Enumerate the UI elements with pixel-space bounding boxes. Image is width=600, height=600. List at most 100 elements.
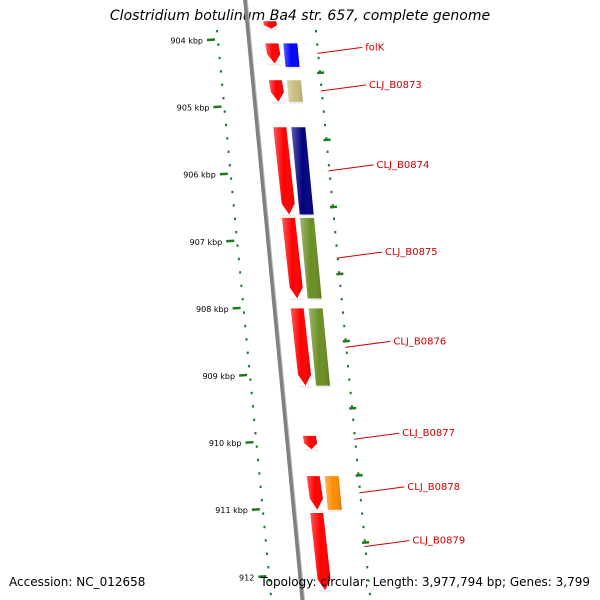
scale-dot [354,445,357,448]
scale-dot [259,485,262,488]
scale-tick [349,406,357,410]
scale-dot [363,539,366,542]
feature-shading [299,217,322,299]
scale-dot [348,378,351,381]
accession-label: Accession: NC_012658 [9,575,146,589]
scale-dot [239,271,242,274]
feature-shading [324,476,342,510]
gene-label: CLJ_B0876 [393,336,446,347]
scale-dot [366,566,369,569]
scale-dot [344,338,347,341]
scale-dot [349,391,352,395]
scale-dot [325,137,328,140]
scale-ticks: 904 kbp 905 kbp 906 kbp 907 kbp 908 kbp 909 k… [170,37,370,582]
scale-tick [355,473,363,477]
scale-dot [347,365,350,368]
feature-shadow [307,298,323,301]
scale-tick-label: 908 kbp [196,305,229,314]
scale-dot [330,190,333,194]
scale-dot [324,123,327,127]
scale-dot [332,217,335,220]
scale-tick [213,105,222,109]
feature-shadow [317,590,332,593]
feature-shading [302,435,318,450]
scale-dot [251,405,254,408]
feature-shading [308,308,331,386]
feature-shadow [316,385,332,388]
scale-tick-label: 909 kbp [202,372,235,381]
scale-dot [254,432,257,435]
scale-dot [231,190,234,194]
scale-dot [258,472,261,475]
scale-tick-label: 912 [239,573,254,582]
scale-dot [235,231,238,234]
scale-tick [245,440,254,444]
scale-tick [342,339,350,343]
scale-dot [263,525,266,529]
feature-shading [281,217,303,299]
scale-tick [361,540,370,544]
gene-label: CLJ_B0874 [377,160,430,171]
feature-shadow [270,101,285,104]
scale-tick-label: 904 kbp [170,37,203,46]
scale-dot [241,298,244,301]
scale-dot [343,324,346,328]
scale-dot [264,539,267,542]
scale-dot [260,499,263,502]
scale-dot [217,43,220,46]
scale-dot [338,271,341,274]
scale-dot [327,164,330,167]
scale-dot [257,458,260,462]
feature-shading [290,308,312,386]
scale-tick [329,205,338,209]
scale-tick [238,373,248,377]
feature-shadow [267,63,282,66]
scale-dot [353,432,356,435]
map-title: Clostridium botulinum Ba4 str. 657, comp… [109,8,491,24]
scale-dot [219,70,222,73]
scale-tick [232,306,241,310]
label-leader [345,340,391,348]
scale-dot [318,70,321,73]
scale-dot [316,43,319,46]
scale-dot [329,177,332,180]
scale-dot [365,552,368,555]
label-leader [354,432,400,440]
scale-tick [258,575,267,579]
feature-shadow [289,298,304,301]
feature-shading [291,127,314,215]
gene-label: CLJ_B0879 [412,536,465,547]
scale-dot [317,56,320,60]
scale-dot [244,324,247,328]
scale-dot [223,110,226,113]
feature-shading [273,127,295,215]
feature-shadow [285,66,301,69]
feature-shading [268,80,284,102]
scale-tick [323,138,331,142]
scale-dot [232,204,235,207]
scale-dot [227,150,230,153]
scale-dot [322,110,325,113]
scale-dot [266,552,269,555]
backbone-highlight [246,0,306,600]
scale-dot [233,217,236,220]
scale-tick [226,239,235,243]
scale-dot [240,284,243,287]
gene-features [263,21,343,593]
scale-dot [320,83,323,86]
scale-dot [361,512,364,515]
feature-shadow [263,28,278,31]
scale-dot [246,351,249,354]
scale-dot [249,378,252,381]
feature-shadow [281,214,296,217]
scale-dot [345,351,348,354]
feature-shading [310,513,331,591]
feature-shadow [309,509,324,512]
scale-dot [326,150,329,153]
scale-dot [222,97,225,100]
scale-tick-label: 911 kbp [215,506,248,515]
scale-dot [335,244,338,247]
scale-dot [245,338,248,341]
gene-labels: folK CLJ_B0873 CLJ_B0874 CLJ_B0875 CLJ_B0876… [317,42,465,548]
